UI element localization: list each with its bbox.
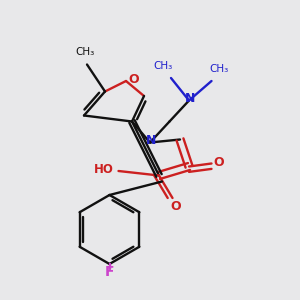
Text: F: F: [105, 265, 114, 278]
Text: N: N: [146, 134, 157, 148]
Text: CH₃: CH₃: [209, 64, 229, 74]
Text: O: O: [214, 155, 224, 169]
Text: O: O: [128, 73, 139, 86]
Text: HO: HO: [94, 163, 114, 176]
Text: CH₃: CH₃: [154, 61, 173, 71]
Text: CH₃: CH₃: [76, 47, 95, 57]
Text: N: N: [185, 92, 196, 106]
Text: O: O: [170, 200, 181, 213]
